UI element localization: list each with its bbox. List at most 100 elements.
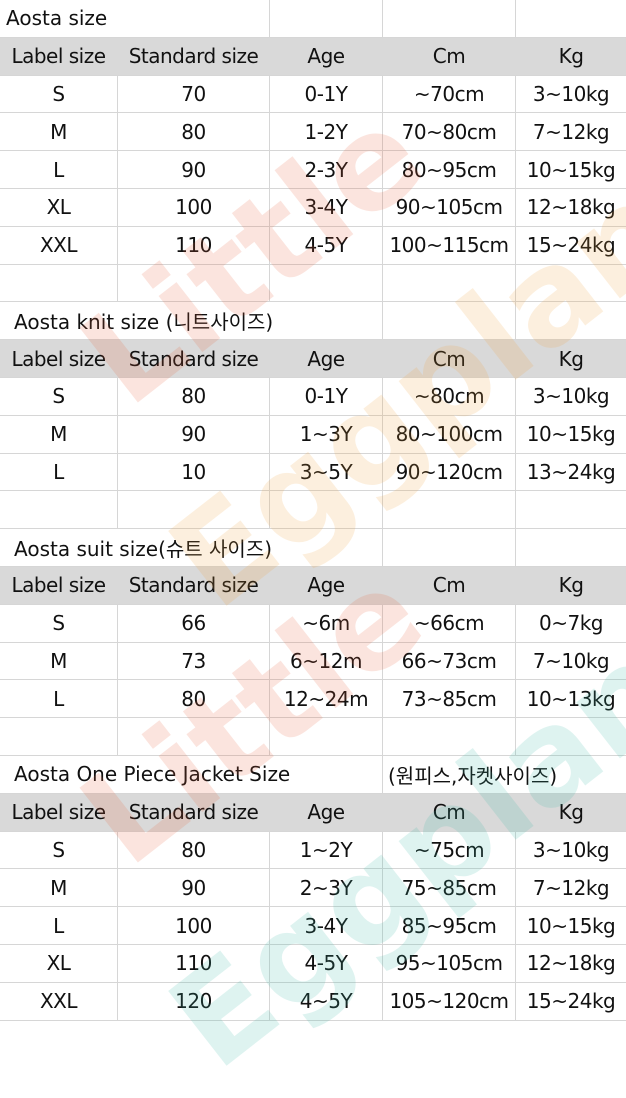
table-cell: S <box>0 831 118 869</box>
column-header: Cm <box>383 793 516 831</box>
empty-cell <box>270 529 383 566</box>
empty-cell <box>0 491 118 529</box>
column-header: Label size <box>0 37 118 75</box>
empty-cell <box>516 265 626 302</box>
empty-cell <box>516 529 626 566</box>
column-header: Kg <box>558 44 584 69</box>
empty-cell <box>270 718 383 755</box>
table-header-row: Label size Standard size Age Cm Kg <box>0 37 626 76</box>
empty-cell <box>270 302 383 340</box>
table-cell: 10~15kg <box>526 422 616 447</box>
table-cell: M <box>0 415 118 453</box>
table-cell: L <box>0 907 118 944</box>
table-cell: 10~15kg <box>526 157 616 182</box>
empty-cell <box>516 491 626 528</box>
table-cell: 73~85cm <box>383 680 516 718</box>
table-row: S 80 1~2Y ~75cm 3~10kg <box>0 831 626 870</box>
table-cell: 1~3Y <box>270 415 383 453</box>
table-title: Aosta knit size (니트사이즈) <box>14 302 274 340</box>
table-row: L 100 3-4Y 85~95cm 10~15kg <box>0 907 626 945</box>
table-row: M 80 1-2Y 70~80cm 7~12kg <box>0 113 626 152</box>
column-header: Age <box>270 793 383 831</box>
table-cell: 12~24m <box>270 680 383 718</box>
table-cell: ~6m <box>270 604 383 642</box>
table-cell: 12~18kg <box>526 195 616 220</box>
column-header: Age <box>270 37 383 75</box>
empty-cell <box>383 529 516 566</box>
empty-cell <box>383 718 516 755</box>
table-title-row: Aosta One Piece Jacket Size (원피스,자켓사이즈) <box>0 755 626 794</box>
empty-row <box>0 718 626 756</box>
table-cell: 15~24kg <box>526 989 616 1014</box>
empty-cell <box>118 491 270 529</box>
table-cell: S <box>0 75 118 113</box>
table-cell: 13~24kg <box>526 459 616 484</box>
empty-cell <box>516 0 626 37</box>
empty-cell <box>270 0 383 37</box>
table-cell: ~75cm <box>383 831 516 869</box>
table-cell: ~70cm <box>383 75 516 113</box>
column-header: Kg <box>558 573 584 598</box>
table-cell: 90 <box>118 415 270 453</box>
empty-cell <box>516 302 626 339</box>
table-cell: 0~7kg <box>539 611 603 636</box>
table-cell: L <box>0 453 118 491</box>
table-header-row: Label size Standard size Age Cm Kg <box>0 793 626 832</box>
table-cell: 110 <box>118 226 270 264</box>
table-cell: 4~5Y <box>270 982 383 1020</box>
table-row: M 73 6~12m 66~73cm 7~10kg <box>0 642 626 681</box>
table-row: XL 110 4-5Y 95~105cm 12~18kg <box>0 944 626 983</box>
table-cell: 2~3Y <box>270 869 383 907</box>
table-cell: 73 <box>118 642 270 680</box>
table-title-row: Aosta knit size (니트사이즈) <box>0 302 626 341</box>
table-row: M 90 2~3Y 75~85cm 7~12kg <box>0 869 626 908</box>
table-cell: 66~73cm <box>383 642 516 680</box>
column-header: Kg <box>558 346 584 371</box>
table-cell: 90~105cm <box>383 188 516 226</box>
table-title: Aosta suit size(슈트 사이즈) <box>14 529 273 566</box>
table-cell: 3-4Y <box>270 907 383 944</box>
empty-cell <box>0 264 118 302</box>
empty-cell <box>270 755 383 793</box>
table-row: XXL 120 4~5Y 105~120cm 15~24kg <box>0 982 626 1021</box>
table-cell: 0-1Y <box>270 75 383 113</box>
table-row: L 10 3~5Y 90~120cm 13~24kg <box>0 453 626 492</box>
table-cell: 3~5Y <box>270 453 383 491</box>
table-cell: 100 <box>118 188 270 226</box>
table-cell: 3~10kg <box>532 837 610 862</box>
table-cell: 1~2Y <box>270 831 383 869</box>
column-header: Age <box>270 340 383 377</box>
empty-cell <box>383 491 516 529</box>
table-row: L 80 12~24m 73~85cm 10~13kg <box>0 680 626 719</box>
table-title-row: Aosta suit size(슈트 사이즈) <box>0 529 626 567</box>
empty-cell <box>383 302 516 340</box>
table-title-row: Aosta size <box>0 0 626 38</box>
column-header: Standard size <box>118 340 270 377</box>
table-cell: XXL <box>0 226 118 264</box>
table-cell: ~66cm <box>383 604 516 642</box>
table-cell: 7~12kg <box>532 119 610 144</box>
table-cell: M <box>0 642 118 680</box>
table-cell: XXL <box>0 982 118 1020</box>
table-cell: 85~95cm <box>383 907 516 944</box>
table-cell: 80 <box>118 680 270 718</box>
table-title: Aosta size <box>6 0 108 37</box>
table-cell: XL <box>0 188 118 226</box>
empty-cell <box>118 718 270 755</box>
table-cell: 2-3Y <box>270 151 383 188</box>
column-header: Cm <box>383 37 516 75</box>
table-cell: L <box>0 680 118 718</box>
table-cell: 80 <box>118 831 270 869</box>
table-cell: XL <box>0 944 118 982</box>
column-header: Label size <box>0 793 118 831</box>
column-header: Standard size <box>118 37 270 75</box>
table-cell: 70 <box>118 75 270 113</box>
table-cell: 3~10kg <box>532 81 610 106</box>
table-row: M 90 1~3Y 80~100cm 10~15kg <box>0 415 626 454</box>
empty-cell <box>0 718 118 755</box>
empty-cell <box>516 718 626 755</box>
table-cell: S <box>0 377 118 415</box>
table-cell: 105~120cm <box>383 982 516 1020</box>
table-cell: 90 <box>118 869 270 907</box>
table-cell: 90~120cm <box>383 453 516 491</box>
